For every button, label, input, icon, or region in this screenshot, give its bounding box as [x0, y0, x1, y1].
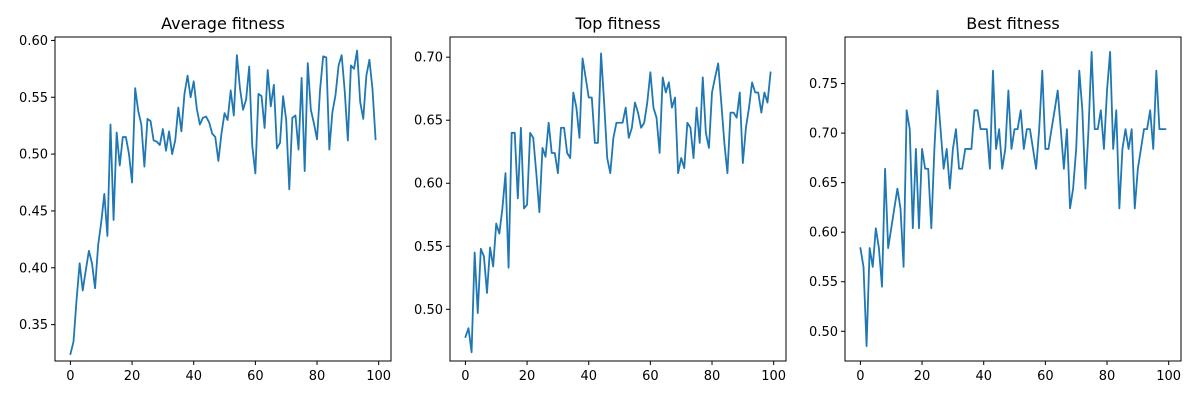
x-tick-label: 80 [704, 369, 721, 384]
x-tick-label: 40 [975, 369, 992, 384]
x-tick-label: 0 [856, 369, 864, 384]
chart-panel-3: Best fitness 0 20 40 60 80 100 0.50 0.55 0.60 0.65… [809, 14, 1182, 384]
y-tick-label: 0.55 [19, 91, 48, 106]
chart-title: Best fitness [966, 14, 1060, 33]
x-tick-label: 100 [761, 369, 786, 384]
chart-title: Average fitness [161, 14, 285, 33]
x-tick-label: 100 [1156, 369, 1181, 384]
y-tick-label: 0.70 [414, 51, 443, 66]
y-tick-label: 0.65 [809, 176, 838, 191]
x-tick-label: 80 [309, 369, 326, 384]
x-tick-label: 40 [580, 369, 597, 384]
x-tick-label: 60 [247, 369, 264, 384]
y-tick-label: 0.60 [809, 226, 838, 241]
x-tick-label: 20 [124, 369, 141, 384]
x-tick-label: 0 [461, 369, 469, 384]
x-tick-label: 20 [914, 369, 931, 384]
y-tick-label: 0.75 [809, 77, 838, 92]
series-line [69, 49, 377, 356]
y-tick-label: 0.60 [414, 177, 443, 192]
axes-frame [54, 36, 392, 362]
y-tick-label: 0.55 [414, 240, 443, 255]
x-tick-label: 40 [185, 369, 202, 384]
y-tick-label: 0.65 [414, 114, 443, 129]
x-tick-label: 0 [66, 369, 74, 384]
y-tick-label: 0.50 [414, 303, 443, 318]
y-tick-label: 0.70 [809, 127, 838, 142]
y-tick-label: 0.55 [809, 275, 838, 290]
series-line [859, 50, 1167, 348]
y-tick-label: 0.50 [809, 325, 838, 340]
x-tick-label: 20 [519, 369, 536, 384]
axes-frame [844, 36, 1182, 362]
y-tick-label: 0.50 [19, 148, 48, 163]
x-tick-label: 80 [1099, 369, 1116, 384]
chart-panel-2: Top fitness 0 20 40 60 80 100 0.50 0.55 0.60 0.65 0… [414, 14, 787, 384]
y-tick-label: 0.40 [19, 261, 48, 276]
x-tick-label: 60 [1037, 369, 1054, 384]
y-tick-label: 0.35 [19, 318, 48, 333]
axes-frame [449, 36, 787, 362]
series-line [464, 52, 772, 354]
chart-title: Top fitness [574, 14, 660, 33]
chart-panel-1: Average fitness 0 20 40 60 80 100 0.35 0.40 0.45 0… [19, 14, 392, 384]
y-tick-label: 0.45 [19, 204, 48, 219]
x-tick-label: 60 [642, 369, 659, 384]
x-tick-label: 100 [366, 369, 391, 384]
y-tick-label: 0.60 [19, 34, 48, 49]
